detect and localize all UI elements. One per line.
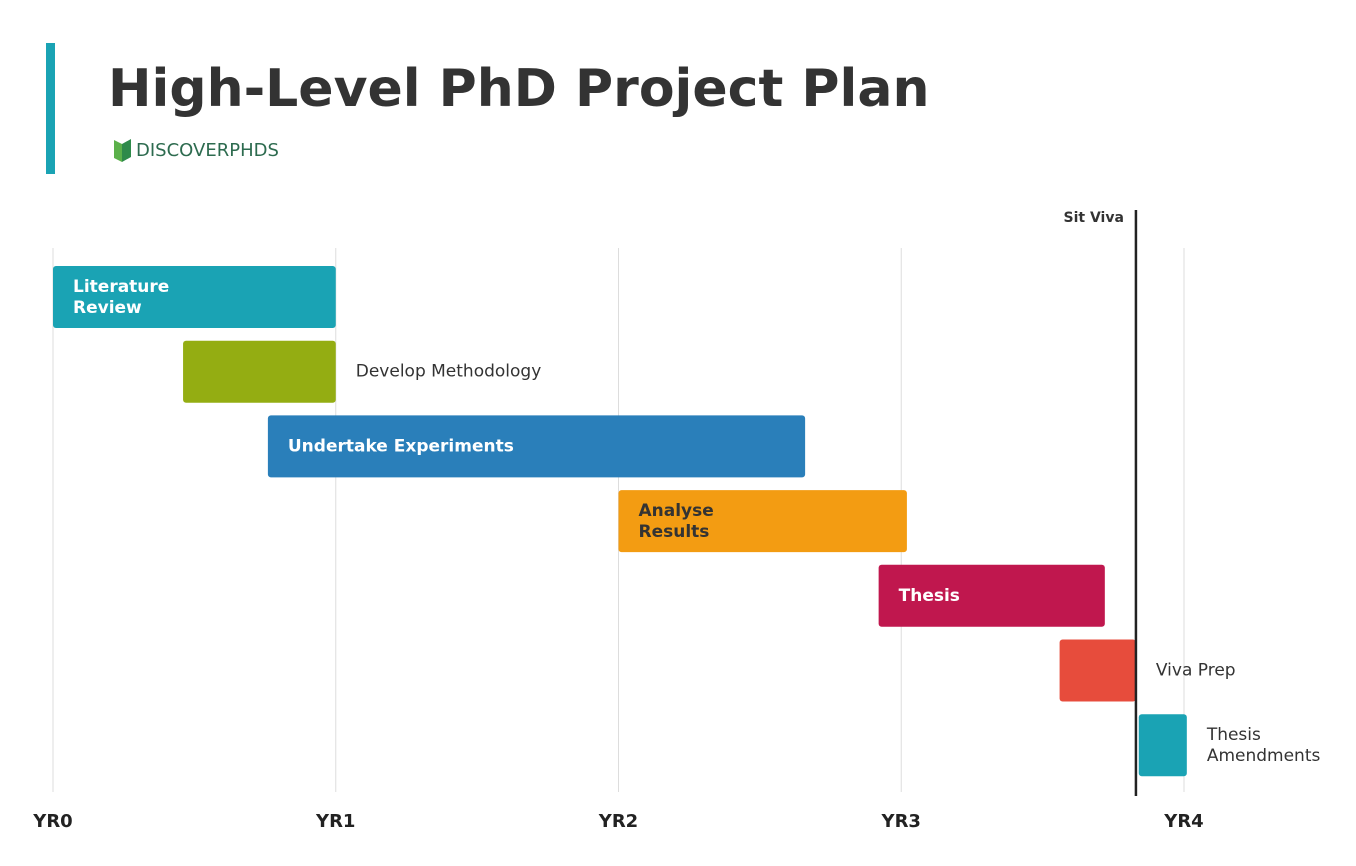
x-tick-label: YR1 — [315, 811, 355, 832]
task-bar — [878, 564, 1105, 627]
chart-title: High-Level PhD Project Plan — [108, 59, 929, 119]
task-bar — [1059, 639, 1136, 702]
x-tick-label: YR4 — [1163, 811, 1203, 832]
task-bar — [1138, 714, 1187, 777]
task-label: Literature Review — [73, 277, 169, 318]
x-tick-label: YR0 — [32, 811, 72, 832]
x-tick-label: YR3 — [881, 811, 921, 832]
brand-logo — [114, 139, 131, 162]
task-label: Develop Methodology — [356, 362, 542, 382]
marker-label: Sit Viva — [1064, 210, 1124, 226]
task-bar — [183, 340, 336, 403]
task-label: Viva Prep — [1156, 661, 1236, 681]
task-label: Thesis — [899, 586, 960, 606]
task-label: Analyse Results — [639, 501, 714, 542]
title-accent — [46, 43, 55, 174]
task-bar — [53, 266, 336, 328]
task-bar — [267, 415, 806, 478]
task-label: Undertake Experiments — [288, 436, 514, 456]
task-label: Thesis Amendments — [1206, 725, 1321, 766]
task-bar — [618, 490, 907, 553]
brand-name: DISCOVERPHDS — [136, 140, 279, 161]
x-tick-label: YR2 — [598, 811, 638, 832]
